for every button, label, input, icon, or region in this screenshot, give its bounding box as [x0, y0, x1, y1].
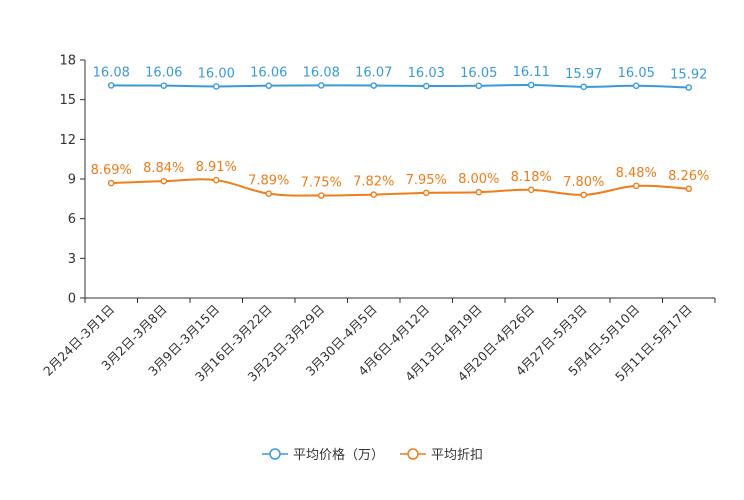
data-point	[107, 179, 115, 187]
y-tick-label: 9	[68, 173, 76, 188]
series-line-0	[111, 83, 689, 89]
data-point	[632, 82, 640, 90]
data-label: 7.80%	[563, 175, 604, 190]
data-label: 8.69%	[91, 163, 132, 178]
y-tick-label: 0	[68, 292, 76, 307]
data-point	[265, 82, 273, 89]
data-label: 16.06	[250, 66, 287, 81]
data-point	[580, 83, 588, 91]
data-label: 16.06	[145, 66, 182, 81]
data-point	[527, 186, 535, 194]
y-tick-label: 15	[59, 93, 76, 108]
data-label: 16.07	[355, 66, 392, 81]
legend-label: 平均折扣	[431, 448, 483, 463]
data-point	[107, 82, 115, 89]
data-point	[632, 182, 640, 190]
data-point	[265, 190, 273, 197]
data-label: 8.84%	[143, 161, 184, 176]
legend-label: 平均价格（万）	[293, 447, 384, 463]
data-label: 7.89%	[248, 174, 289, 189]
data-point	[212, 176, 220, 184]
data-point	[422, 189, 430, 197]
data-label: 16.11	[513, 65, 550, 80]
data-point	[580, 191, 588, 199]
data-label: 16.05	[460, 66, 497, 81]
data-point	[370, 191, 378, 198]
data-point	[370, 82, 378, 89]
data-point	[685, 185, 693, 193]
y-tick-label: 12	[59, 133, 76, 148]
data-point	[422, 82, 430, 90]
data-label: 8.26%	[668, 169, 709, 184]
data-point	[160, 177, 168, 185]
data-point	[160, 82, 168, 89]
y-tick-label: 3	[68, 252, 76, 267]
data-label: 16.00	[198, 66, 235, 81]
data-point	[527, 81, 535, 89]
data-label: 15.92	[670, 68, 707, 83]
data-point	[317, 82, 325, 89]
data-label: 16.08	[303, 65, 340, 80]
series-line-1	[111, 178, 689, 197]
y-tick-label: 18	[59, 54, 76, 69]
data-point	[212, 83, 220, 90]
data-label: 7.95%	[406, 173, 447, 188]
data-label: 8.48%	[616, 166, 657, 181]
data-label: 16.05	[618, 66, 655, 81]
data-label: 16.03	[408, 66, 445, 81]
y-tick-label: 6	[68, 212, 76, 227]
data-label: 8.91%	[196, 160, 237, 175]
data-point	[685, 84, 693, 91]
data-point	[475, 82, 483, 90]
data-point	[317, 192, 325, 199]
legend-marker	[407, 448, 419, 460]
legend-marker	[269, 448, 281, 460]
data-label: 16.08	[93, 65, 130, 80]
data-label: 8.00%	[458, 172, 499, 187]
data-point	[475, 188, 483, 196]
data-label: 8.18%	[511, 170, 552, 185]
data-label: 7.82%	[353, 175, 394, 190]
data-label: 7.75%	[301, 176, 342, 191]
data-label: 15.97	[565, 67, 602, 82]
